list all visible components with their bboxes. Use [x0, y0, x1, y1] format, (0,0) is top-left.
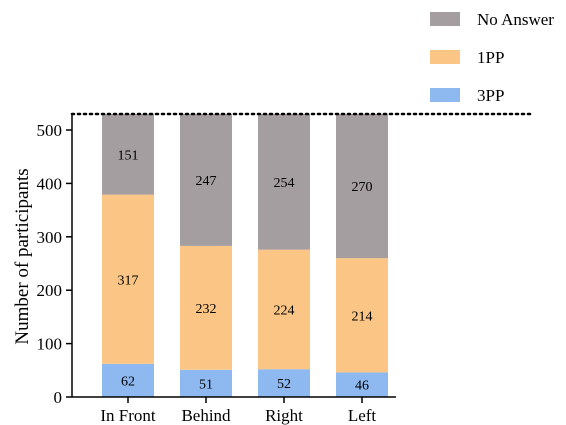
x-tick-label: Behind — [181, 406, 231, 425]
bar-segment-3pp — [336, 372, 388, 397]
segment-value-label: 151 — [118, 148, 139, 163]
y-axis: 0 100 200 300 400 500 Number of participants — [12, 114, 73, 407]
segment-value-label: 214 — [352, 309, 373, 324]
segment-value-label: 46 — [355, 379, 369, 394]
segment-value-label: 51 — [199, 377, 213, 392]
x-tick-label: Left — [348, 406, 377, 425]
bar-segment-3pp — [258, 369, 310, 397]
bar-segment-1pp — [180, 245, 232, 370]
legend-swatch-1pp — [430, 50, 460, 64]
bars: 62 317 151 51 232 247 52 224 254 46 214 270 — [102, 114, 388, 397]
legend-swatch-no-answer — [430, 12, 460, 26]
segment-value-label: 270 — [352, 180, 373, 195]
y-tick-label: 500 — [37, 121, 63, 140]
segment-value-label: 317 — [118, 273, 139, 288]
segment-value-label: 232 — [196, 302, 217, 317]
x-tick-label: In Front — [100, 406, 156, 425]
bar-segment-no-answer — [336, 114, 388, 259]
legend-label-3pp: 3PP — [477, 86, 504, 105]
bar-segment-3pp — [102, 363, 154, 397]
y-tick-label: 200 — [37, 281, 63, 300]
bar-segment-1pp — [258, 249, 310, 370]
x-tick-label: Right — [265, 406, 303, 425]
segment-value-label: 52 — [277, 377, 291, 392]
legend-swatch-3pp — [430, 88, 460, 102]
y-tick-label: 400 — [37, 174, 63, 193]
bar-segment-1pp — [336, 258, 388, 373]
legend-label-1pp: 1PP — [477, 48, 504, 67]
y-tick-label: 300 — [37, 228, 63, 247]
bar-segment-no-answer — [102, 114, 154, 195]
x-axis: In Front Behind Right Left — [72, 396, 396, 425]
bar-segment-no-answer — [258, 114, 310, 250]
y-axis-title: Number of participants — [12, 168, 33, 344]
y-tick-label: 100 — [37, 335, 63, 354]
segment-value-label: 62 — [121, 374, 135, 389]
legend-label-no-answer: No Answer — [477, 10, 554, 29]
bar-segment-1pp — [102, 194, 154, 364]
y-tick-label: 0 — [54, 388, 63, 407]
segment-value-label: 254 — [274, 176, 295, 191]
segment-value-label: 224 — [274, 303, 295, 318]
legend: No Answer 1PP 3PP — [430, 10, 554, 105]
segment-value-label: 247 — [196, 174, 217, 189]
bar-segment-no-answer — [180, 114, 232, 246]
bar-segment-3pp — [180, 369, 232, 397]
